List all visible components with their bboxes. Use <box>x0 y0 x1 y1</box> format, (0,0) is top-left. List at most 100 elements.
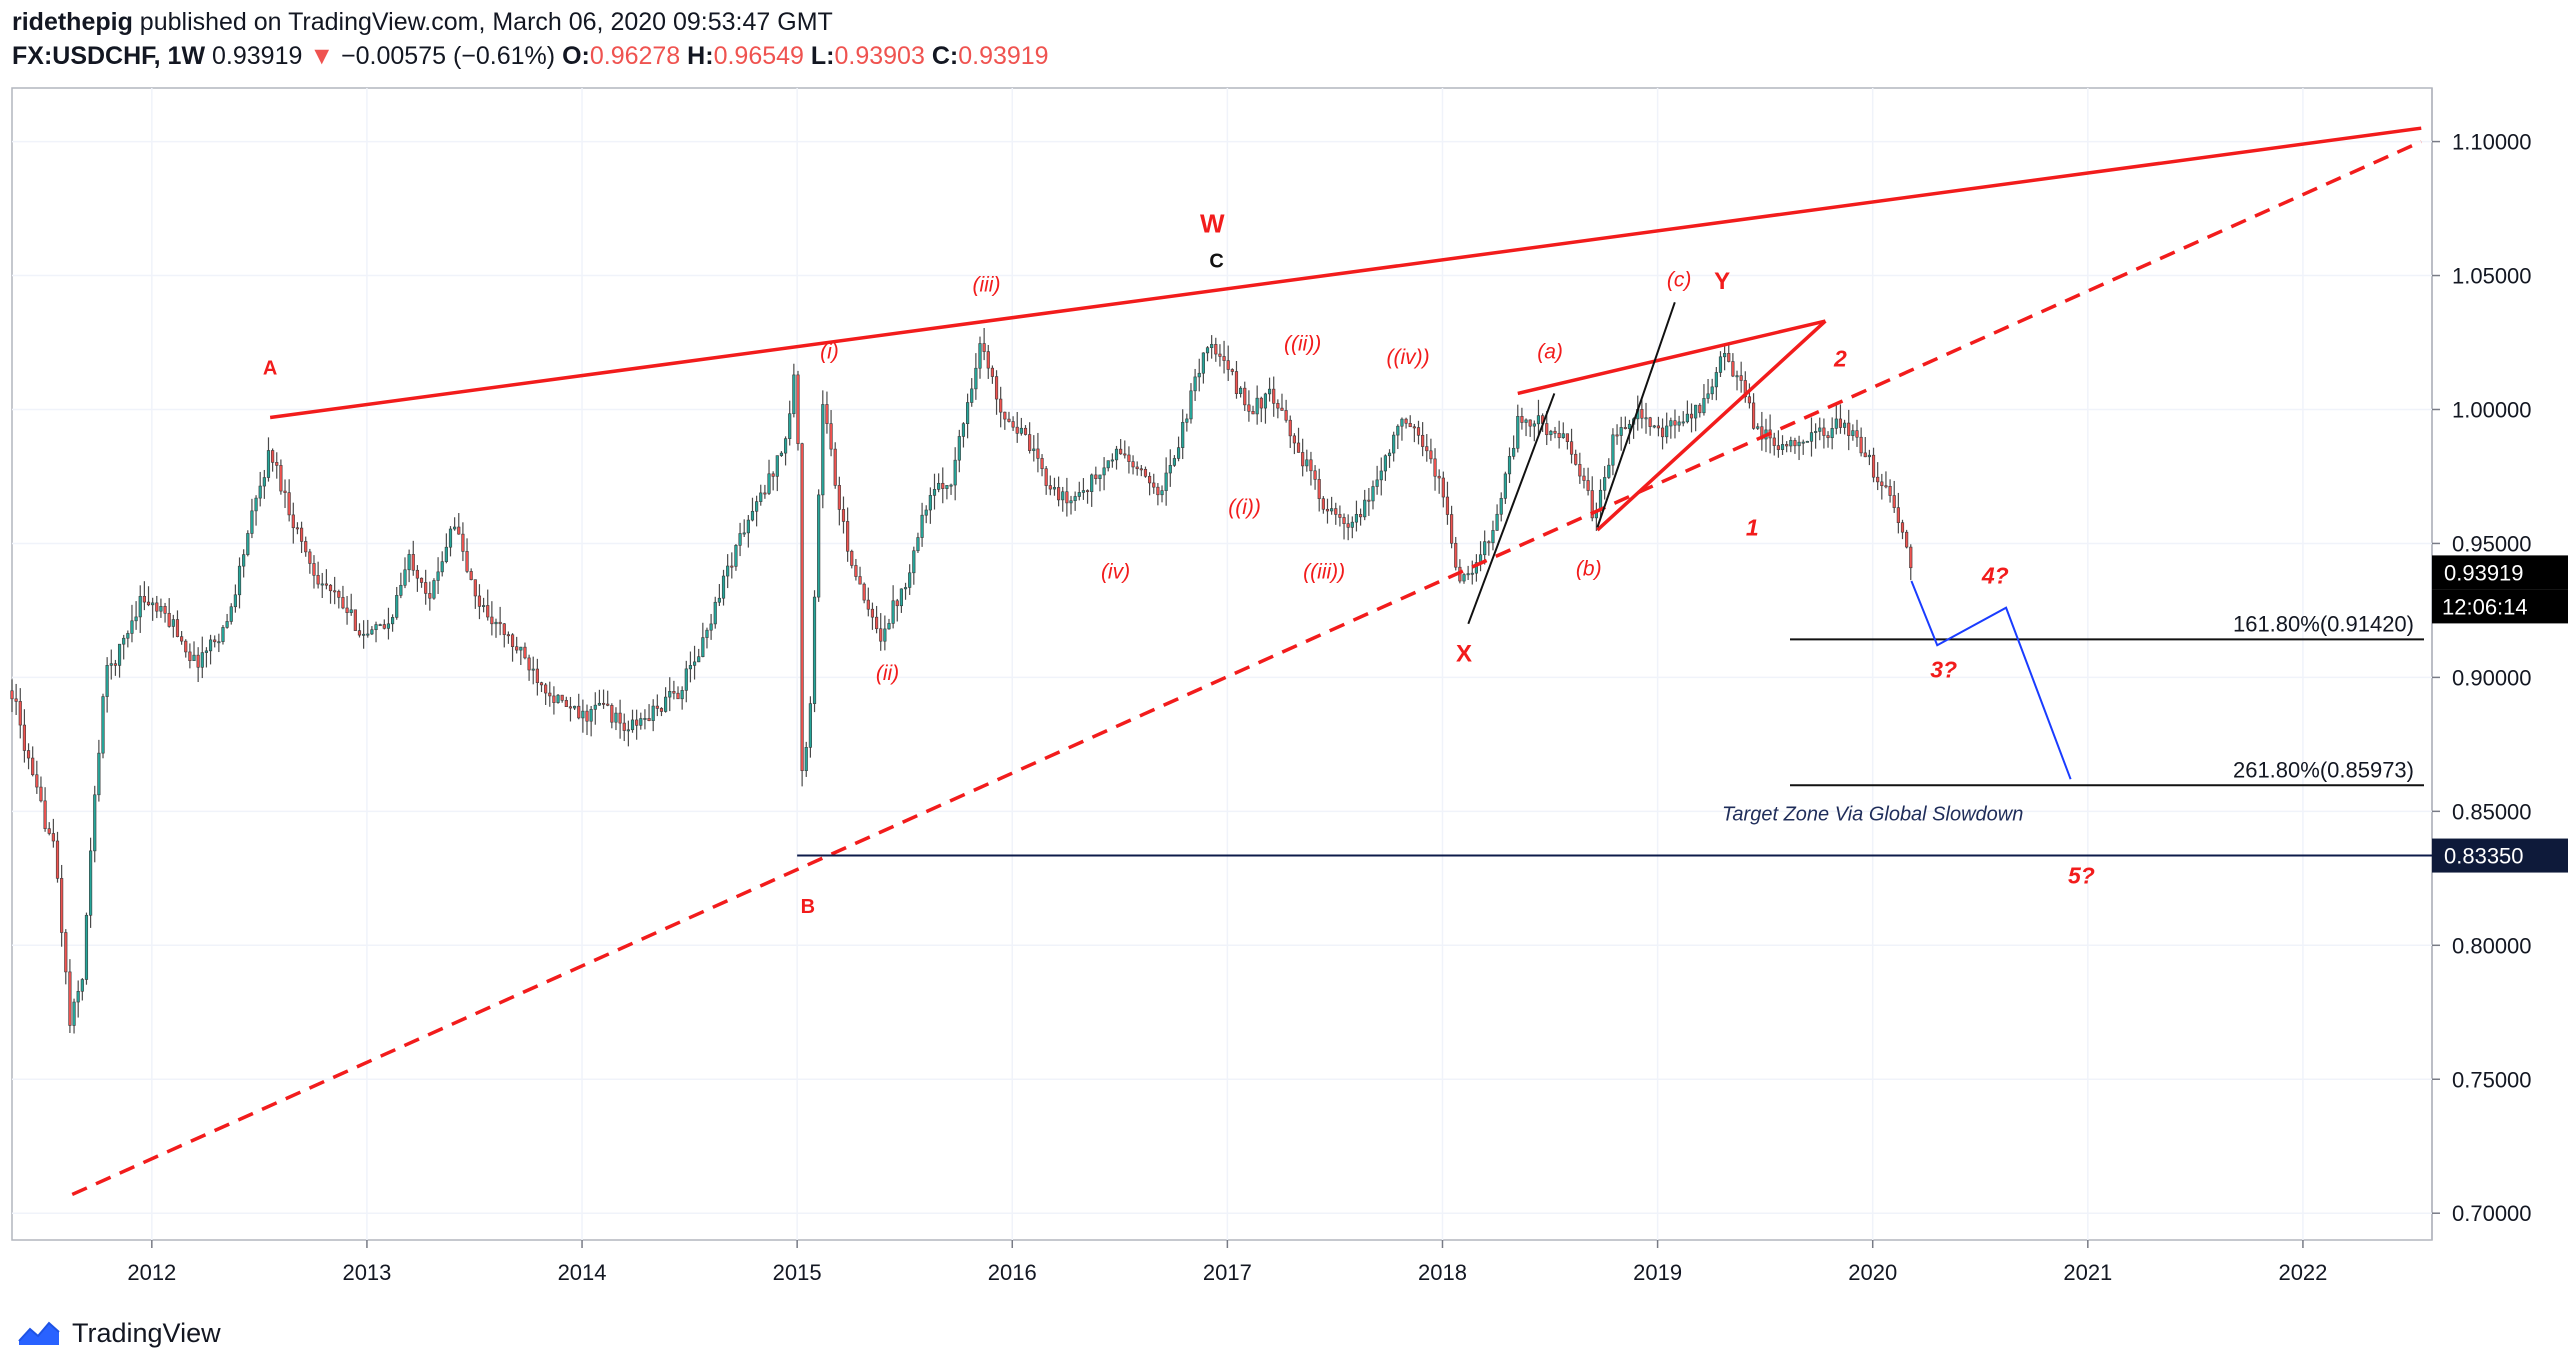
candle-bear <box>841 509 846 522</box>
candle-bear <box>1094 474 1098 480</box>
candle-bear <box>1905 531 1909 548</box>
candle-bear <box>1569 441 1574 455</box>
candle-bear <box>941 482 945 489</box>
candle-bull <box>1387 452 1392 457</box>
candle-bear <box>544 684 548 694</box>
candle-bear <box>502 623 506 635</box>
candle-bull <box>1470 572 1474 575</box>
candle-bull <box>403 569 407 586</box>
candle-bear <box>51 833 55 842</box>
author-name: ridethepig <box>12 8 133 36</box>
candle-bear <box>515 646 519 651</box>
candle-bear <box>142 596 146 603</box>
candle-bull <box>221 627 225 642</box>
candle-bear <box>601 702 606 705</box>
candle-bull <box>924 509 928 516</box>
candle-bull <box>759 492 763 502</box>
candle-bear <box>295 527 300 530</box>
candle-bear <box>60 878 64 933</box>
target-zone-annotation: Target Zone Via Global Slowdown <box>1722 804 2023 826</box>
candle-bull <box>1532 423 1536 427</box>
candle-bull <box>1756 426 1760 429</box>
candle-bear <box>796 374 800 444</box>
candle-bear <box>655 705 659 709</box>
candle-bear <box>539 682 544 686</box>
candle-bear <box>341 597 345 609</box>
candle-bear <box>833 448 837 486</box>
candle-bear <box>1003 411 1007 420</box>
candle-bear <box>527 657 531 671</box>
candle-bull <box>1685 413 1689 423</box>
candle-bear <box>1280 407 1284 411</box>
candle-bear <box>275 462 279 466</box>
candle-bull <box>436 571 440 581</box>
candle-bear <box>1036 448 1040 459</box>
candle-bull <box>453 526 457 530</box>
trendline <box>269 126 2422 420</box>
candle-bull <box>916 537 920 552</box>
candle-bear <box>1015 426 1019 434</box>
candle-bull <box>556 694 560 703</box>
candle-bull <box>1830 428 1834 439</box>
candle-bear <box>1673 420 1677 426</box>
candle-bear <box>1776 445 1780 450</box>
candle-bear <box>986 351 990 369</box>
candle-bear <box>659 708 664 712</box>
candle-bull <box>775 455 779 477</box>
candle-bear <box>1358 514 1363 518</box>
candle-bull <box>783 438 788 454</box>
candle-bear <box>146 601 151 606</box>
candle-bear <box>1623 427 1627 429</box>
candle-bull <box>1081 490 1086 493</box>
candle-bear <box>428 593 432 599</box>
candle-bull <box>250 510 254 534</box>
candle-bear <box>188 651 192 662</box>
candle-bull <box>1189 390 1193 420</box>
candle-bull <box>1491 530 1495 544</box>
candle-bull <box>1714 372 1718 388</box>
candle-bull <box>370 629 374 635</box>
candle-bull <box>1549 430 1553 436</box>
candle-bear <box>1698 404 1702 414</box>
candle-bear <box>1557 432 1561 438</box>
candle-bear <box>1727 353 1731 362</box>
candle-bull <box>531 668 535 671</box>
candle-bear <box>1085 490 1090 493</box>
candle-bear <box>477 595 482 607</box>
candle-bear <box>874 616 879 630</box>
candle-bull <box>817 494 821 598</box>
candle-bull <box>407 554 411 571</box>
candle-bear <box>825 404 829 424</box>
candle-bear <box>1251 410 1255 415</box>
candle-bull <box>76 990 80 1003</box>
candle-bear <box>1284 410 1288 421</box>
candle-bear <box>1615 434 1619 437</box>
candle-bear <box>622 722 626 731</box>
candle-bear <box>155 602 159 612</box>
candle-bull <box>937 482 941 490</box>
candle-bull <box>208 639 213 652</box>
price-change: −0.00575 (−0.61%) <box>341 42 556 70</box>
trendline <box>1596 302 1676 528</box>
candle-bull <box>1210 344 1214 348</box>
candle-bull <box>1350 521 1354 528</box>
candle-bull <box>1392 434 1396 454</box>
candle-bull <box>399 584 403 596</box>
candle-bull <box>1354 514 1359 523</box>
symbol-interval: FX:USDCHF, 1W <box>12 42 206 70</box>
candle-bear <box>866 599 870 610</box>
candle-bear <box>1900 522 1905 533</box>
wave-label: B <box>801 896 815 918</box>
tradingview-brand[interactable]: TradingView <box>72 1318 221 1348</box>
candle-bear <box>283 490 287 493</box>
candle-bear <box>1888 486 1892 496</box>
candle-bear <box>312 563 316 576</box>
candle-bull <box>1185 418 1189 423</box>
candle-bull <box>366 633 370 636</box>
candle-bull <box>1201 352 1205 374</box>
candle-bear <box>1288 419 1292 437</box>
price-chart[interactable]: 161.80%(0.91420) 261.80%(0.85973) 0.83350 0… <box>0 0 2570 1310</box>
fib-level-label: 261.80%(0.85973) <box>2233 757 2414 782</box>
candle-bull <box>448 528 453 548</box>
candle-bull <box>494 621 498 625</box>
